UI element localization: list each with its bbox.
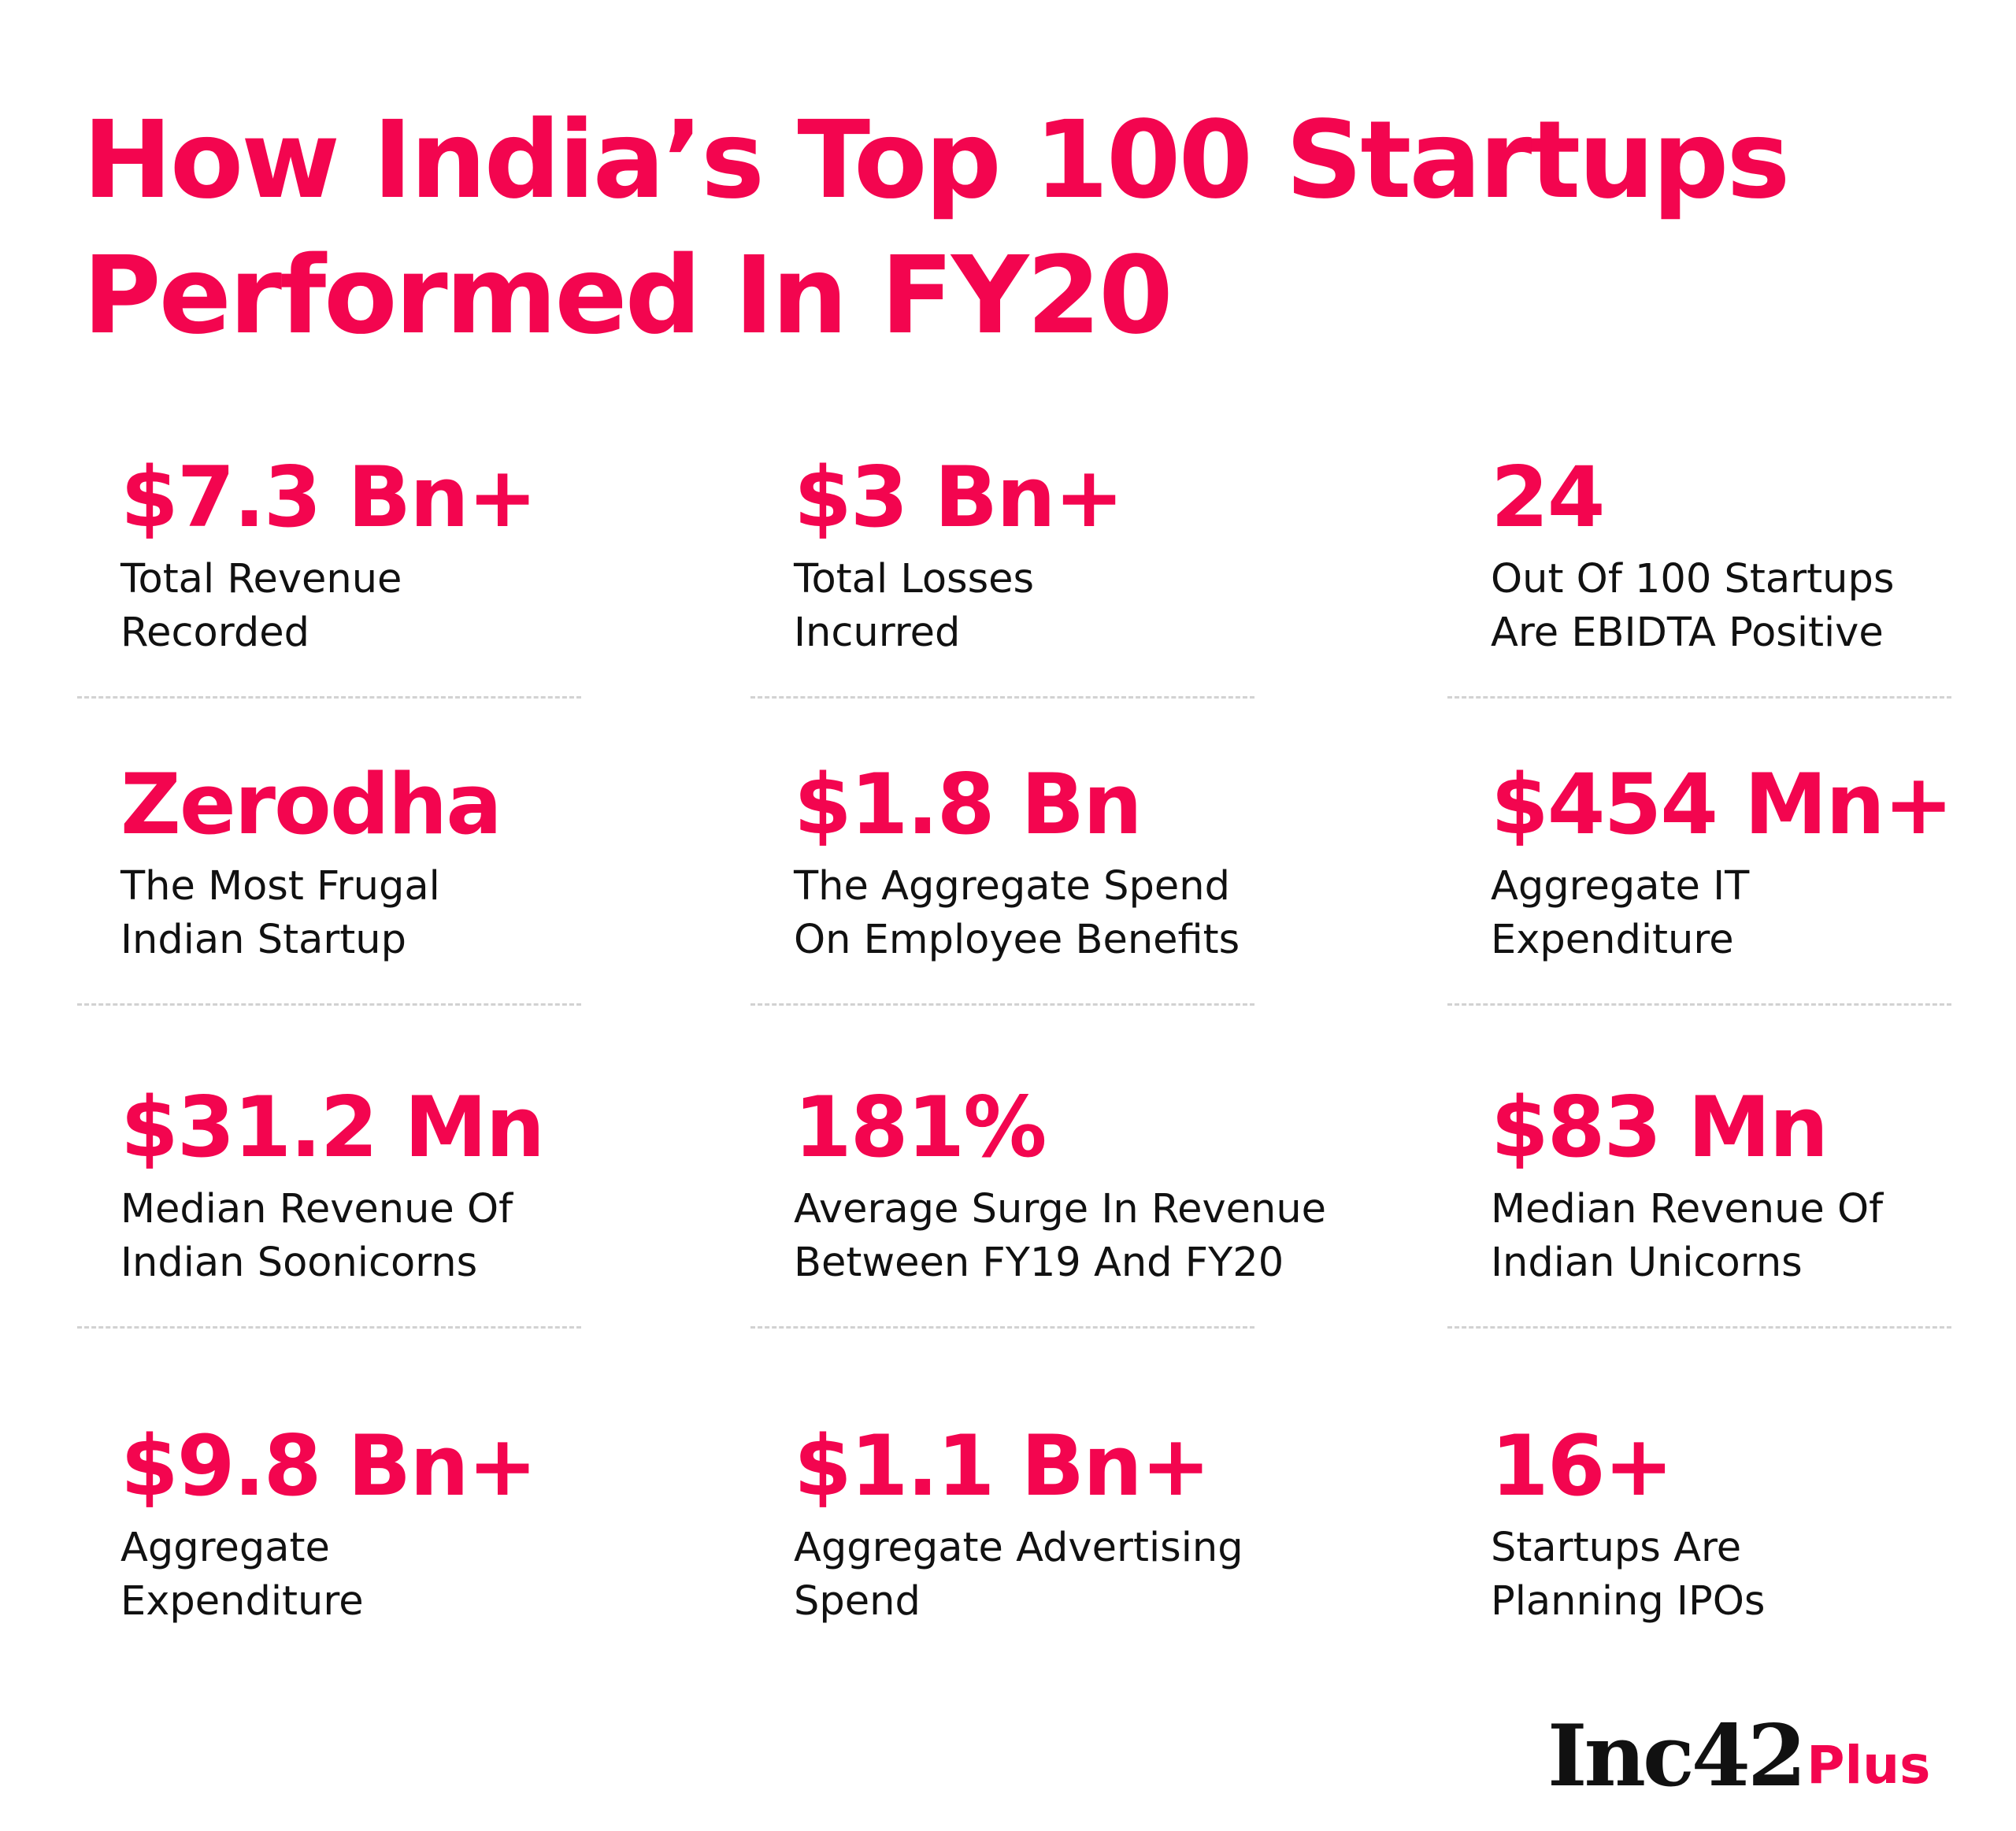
stat-it-expenditure: $454 Mn+ Aggregate IT Expenditure (1491, 758, 2016, 967)
stat-value: $1.1 Bn+ (794, 1418, 1211, 1514)
stat-median-revenue-soonicorns: $31.2 Mn Median Revenue Of Indian Soonic… (120, 1080, 735, 1290)
stat-ebidta-positive: 24 Out Of 100 Startups Are EBIDTA Positi… (1491, 450, 2016, 660)
stat-label: The Most Frugal Indian Startup (120, 860, 735, 967)
stat-label: Out Of 100 Startups Are EBIDTA Positive (1491, 553, 2016, 660)
stat-median-revenue-unicorns: $83 Mn Median Revenue Of Indian Unicorns (1491, 1080, 2016, 1290)
stat-label-line-2: Indian Startup (120, 917, 406, 963)
stat-label: Aggregate Advertising Spend (794, 1522, 1408, 1629)
stat-value: $9.8 Bn+ (120, 1418, 538, 1514)
stat-label-line-2: Expenditure (120, 1578, 364, 1625)
stat-label-line-1: Out Of 100 Startups (1491, 556, 1895, 602)
divider (1447, 696, 1951, 699)
stat-label: Median Revenue Of Indian Soonicorns (120, 1183, 735, 1290)
stat-label: The Aggregate Spend On Employee Benefits (794, 860, 1408, 967)
stat-label-line-2: Incurred (794, 610, 961, 656)
stat-label-line-1: Aggregate (120, 1525, 330, 1571)
stat-label-line-2: Recorded (120, 610, 309, 656)
stat-value: $31.2 Mn (120, 1079, 545, 1176)
logo-wordmark: Inc42 (1547, 1707, 1807, 1806)
stat-value: $83 Mn (1491, 1079, 1829, 1176)
stat-label-line-2: Indian Soonicorns (120, 1240, 478, 1286)
stat-label-line-1: Total Losses (794, 556, 1035, 602)
divider (750, 1326, 1254, 1329)
stat-label: Total Losses Incurred (794, 553, 1408, 660)
stat-value: 181% (794, 1079, 1047, 1176)
stat-revenue-surge: 181% Average Surge In Revenue Between FY… (794, 1080, 1408, 1290)
stat-total-revenue: $7.3 Bn+ Total Revenue Recorded (120, 450, 735, 660)
divider (77, 1003, 581, 1006)
stat-value: $1.8 Bn (794, 756, 1143, 853)
divider (750, 696, 1254, 699)
stat-label-line-2: Indian Unicorns (1491, 1240, 1803, 1286)
stat-label-line-1: Total Revenue (120, 556, 402, 602)
stat-label: Total Revenue Recorded (120, 553, 735, 660)
divider (1447, 1003, 1951, 1006)
stat-label-line-1: Median Revenue Of (1491, 1186, 1884, 1232)
stat-value: Zerodha (120, 756, 502, 853)
divider (750, 1003, 1254, 1006)
page-title-line-1: How India’s Top 100 Startups (83, 98, 1790, 223)
divider (77, 1326, 581, 1329)
stat-label-line-1: The Most Frugal (120, 863, 440, 910)
stat-value: 16+ (1491, 1418, 1673, 1514)
stat-label-line-2: Expenditure (1491, 917, 1734, 963)
stat-label-line-2: Are EBIDTA Positive (1491, 610, 1884, 656)
stat-label: Aggregate Expenditure (120, 1522, 735, 1629)
stat-most-frugal: Zerodha The Most Frugal Indian Startup (120, 758, 735, 967)
stat-label-line-1: Aggregate IT (1491, 863, 1750, 910)
stat-value: 24 (1491, 449, 1606, 546)
stat-label: Aggregate IT Expenditure (1491, 860, 2016, 967)
stat-advertising-spend: $1.1 Bn+ Aggregate Advertising Spend (794, 1419, 1408, 1629)
stat-label: Startups Are Planning IPOs (1491, 1522, 2016, 1629)
divider (1447, 1326, 1951, 1329)
stat-value: $454 Mn+ (1491, 756, 1954, 853)
stat-label: Median Revenue Of Indian Unicorns (1491, 1183, 2016, 1290)
inc42-plus-logo: Inc42 Plus (1547, 1697, 1930, 1799)
stat-employee-benefits: $1.8 Bn The Aggregate Spend On Employee … (794, 758, 1408, 967)
stat-label-line-2: Spend (794, 1578, 921, 1625)
logo-plus: Plus (1807, 1735, 1931, 1796)
stat-label-line-1: The Aggregate Spend (794, 863, 1230, 910)
stat-label-line-1: Startups Are (1491, 1525, 1742, 1571)
stat-value: $3 Bn+ (794, 449, 1125, 546)
stat-label-line-1: Aggregate Advertising (794, 1525, 1243, 1571)
stat-label-line-2: Between FY19 And FY20 (794, 1240, 1284, 1286)
page-title: How India’s Top 100 Startups Performed I… (83, 93, 1933, 364)
divider (77, 696, 581, 699)
stat-label-line-2: On Employee Benefits (794, 917, 1240, 963)
stat-label-line-1: Median Revenue Of (120, 1186, 513, 1232)
stat-aggregate-expenditure: $9.8 Bn+ Aggregate Expenditure (120, 1419, 735, 1629)
stat-label: Average Surge In Revenue Between FY19 An… (794, 1183, 1408, 1290)
stat-planning-ipos: 16+ Startups Are Planning IPOs (1491, 1419, 2016, 1629)
stat-label-line-1: Average Surge In Revenue (794, 1186, 1327, 1232)
stat-label-line-2: Planning IPOs (1491, 1578, 1766, 1625)
page-title-line-2: Performed In FY20 (83, 234, 1173, 358)
stat-total-losses: $3 Bn+ Total Losses Incurred (794, 450, 1408, 660)
stat-value: $7.3 Bn+ (120, 449, 538, 546)
